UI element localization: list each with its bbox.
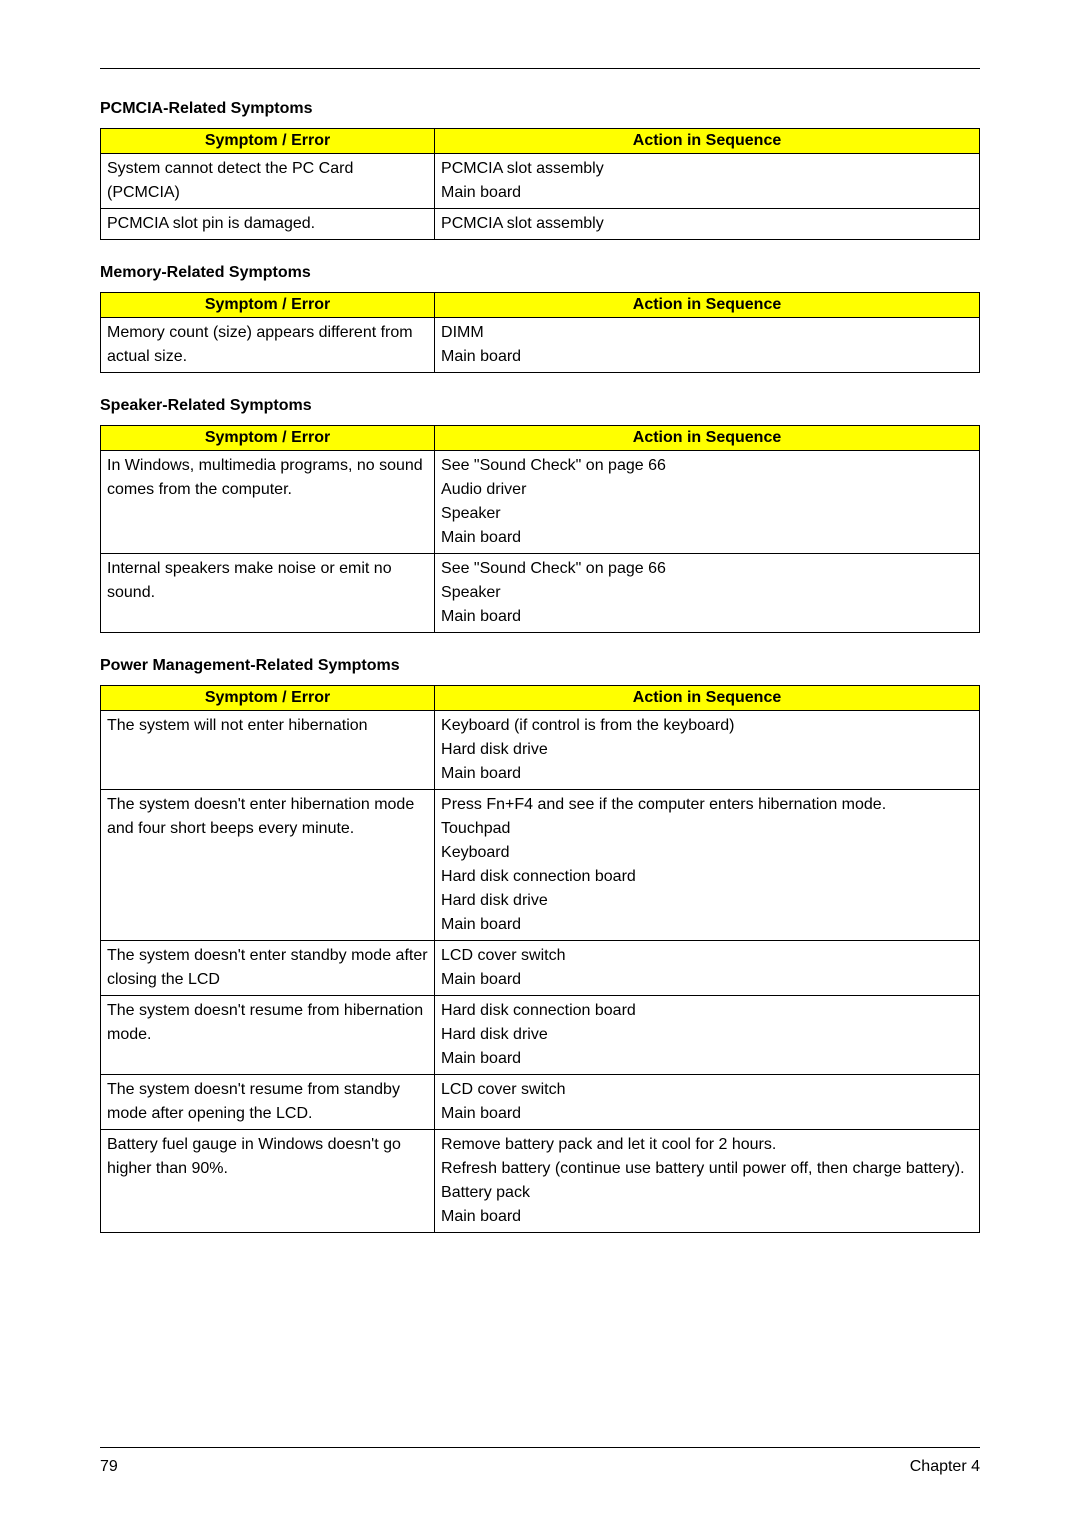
cell-symptom: Battery fuel gauge in Windows doesn't go… — [101, 1130, 435, 1233]
cell-action: Remove battery pack and let it cool for … — [435, 1130, 980, 1233]
cell-action: Keyboard (if control is from the keyboar… — [435, 711, 980, 790]
header-symptom: Symptom / Error — [101, 686, 435, 711]
table-row: Memory count (size) appears different fr… — [101, 318, 980, 373]
table-row: The system doesn't resume from standby m… — [101, 1075, 980, 1130]
cell-action: LCD cover switch Main board — [435, 1075, 980, 1130]
cell-action: See "Sound Check" on page 66 Speaker Mai… — [435, 554, 980, 633]
cell-symptom: The system doesn't enter hibernation mod… — [101, 790, 435, 941]
cell-symptom: PCMCIA slot pin is damaged. — [101, 209, 435, 240]
cell-symptom: Memory count (size) appears different fr… — [101, 318, 435, 373]
header-symptom: Symptom / Error — [101, 426, 435, 451]
cell-action: DIMM Main board — [435, 318, 980, 373]
page-footer: 79 Chapter 4 — [100, 1447, 980, 1476]
cell-action: Hard disk connection board Hard disk dri… — [435, 996, 980, 1075]
table-row: In Windows, multimedia programs, no soun… — [101, 451, 980, 554]
cell-action: PCMCIA slot assembly — [435, 209, 980, 240]
table-row: Battery fuel gauge in Windows doesn't go… — [101, 1130, 980, 1233]
section-title-power: Power Management-Related Symptoms — [100, 657, 980, 675]
cell-symptom: The system doesn't enter standby mode af… — [101, 941, 435, 996]
table-row: The system doesn't enter hibernation mod… — [101, 790, 980, 941]
table-row: The system will not enter hibernation Ke… — [101, 711, 980, 790]
table-power: Symptom / Error Action in Sequence The s… — [100, 685, 980, 1233]
cell-symptom: The system doesn't resume from hibernati… — [101, 996, 435, 1075]
section-title-pcmcia: PCMCIA-Related Symptoms — [100, 100, 980, 118]
section-title-memory: Memory-Related Symptoms — [100, 264, 980, 282]
table-speaker: Symptom / Error Action in Sequence In Wi… — [100, 425, 980, 633]
header-symptom: Symptom / Error — [101, 129, 435, 154]
cell-action: LCD cover switch Main board — [435, 941, 980, 996]
top-horizontal-rule — [100, 68, 980, 69]
table-row: Internal speakers make noise or emit no … — [101, 554, 980, 633]
header-action: Action in Sequence — [435, 129, 980, 154]
table-memory: Symptom / Error Action in Sequence Memor… — [100, 292, 980, 373]
table-header-row: Symptom / Error Action in Sequence — [101, 426, 980, 451]
cell-symptom: The system will not enter hibernation — [101, 711, 435, 790]
cell-action: Press Fn+F4 and see if the computer ente… — [435, 790, 980, 941]
cell-symptom: System cannot detect the PC Card (PCMCIA… — [101, 154, 435, 209]
table-header-row: Symptom / Error Action in Sequence — [101, 129, 980, 154]
table-row: The system doesn't resume from hibernati… — [101, 996, 980, 1075]
page-content: PCMCIA-Related Symptoms Symptom / Error … — [100, 100, 980, 1233]
page-number: 79 — [100, 1458, 118, 1476]
cell-symptom: Internal speakers make noise or emit no … — [101, 554, 435, 633]
chapter-label: Chapter 4 — [910, 1458, 980, 1476]
table-header-row: Symptom / Error Action in Sequence — [101, 293, 980, 318]
table-header-row: Symptom / Error Action in Sequence — [101, 686, 980, 711]
table-pcmcia: Symptom / Error Action in Sequence Syste… — [100, 128, 980, 240]
table-row: The system doesn't enter standby mode af… — [101, 941, 980, 996]
cell-action: PCMCIA slot assembly Main board — [435, 154, 980, 209]
cell-action: See "Sound Check" on page 66 Audio drive… — [435, 451, 980, 554]
table-row: System cannot detect the PC Card (PCMCIA… — [101, 154, 980, 209]
table-row: PCMCIA slot pin is damaged. PCMCIA slot … — [101, 209, 980, 240]
header-symptom: Symptom / Error — [101, 293, 435, 318]
cell-symptom: In Windows, multimedia programs, no soun… — [101, 451, 435, 554]
header-action: Action in Sequence — [435, 686, 980, 711]
header-action: Action in Sequence — [435, 426, 980, 451]
section-title-speaker: Speaker-Related Symptoms — [100, 397, 980, 415]
cell-symptom: The system doesn't resume from standby m… — [101, 1075, 435, 1130]
header-action: Action in Sequence — [435, 293, 980, 318]
